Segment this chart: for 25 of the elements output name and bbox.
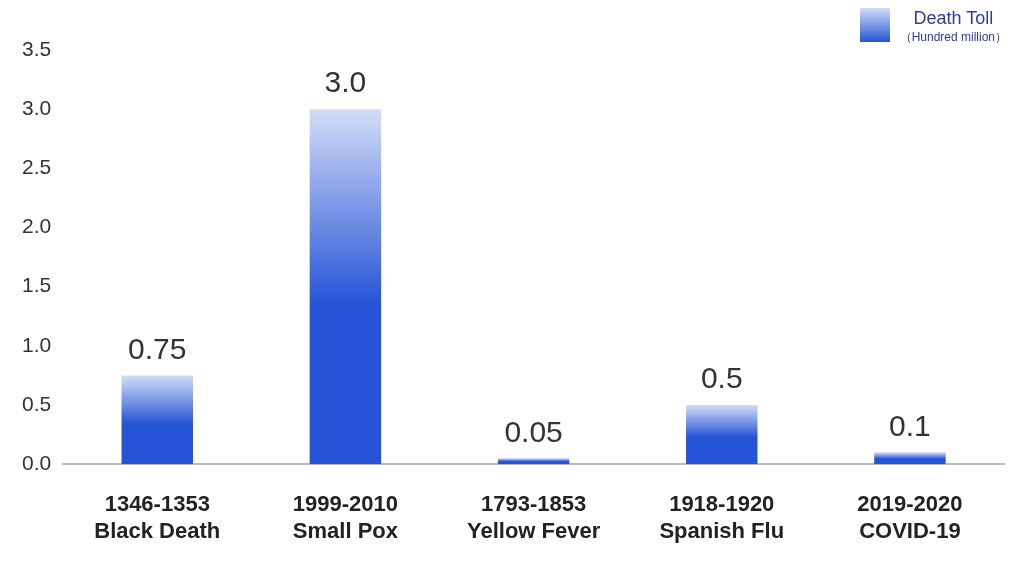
legend-label: Death Toll [912, 8, 995, 29]
x-tick-label: 1918-1920 Spanish Flu [659, 491, 785, 543]
y-tick-label: 1.5 [21, 273, 52, 297]
x-tick-label: 2019-2020 COVID-19 [857, 491, 963, 543]
data-label: 0.1 [889, 408, 931, 442]
legend-title: （Hundred million） [899, 29, 1007, 46]
y-tick-label: 0.0 [21, 451, 52, 474]
y-tick-label: 3.0 [21, 95, 52, 119]
data-label: 0.05 [504, 414, 563, 448]
data-label: 0.75 [128, 331, 187, 365]
y-tick-label: 2.5 [21, 155, 52, 179]
x-tick-label: 1346-1353 Black Death [94, 491, 221, 543]
x-tick-label: 1793-1853 Yellow Fever [466, 491, 601, 543]
bar [309, 109, 382, 465]
y-tick-label: 1.0 [21, 332, 52, 356]
bar [121, 375, 194, 465]
y-tick-label: 0.5 [21, 391, 52, 415]
bar [874, 452, 946, 465]
bar [497, 458, 570, 465]
y-tick-label: 3.5 [21, 36, 52, 60]
y-tick-label: 2.0 [21, 214, 52, 238]
data-label: 0.5 [700, 361, 743, 395]
x-tick-label: 1999-2010 Small Pox [292, 491, 399, 543]
bar [686, 405, 758, 465]
data-label: 3.0 [324, 65, 367, 99]
